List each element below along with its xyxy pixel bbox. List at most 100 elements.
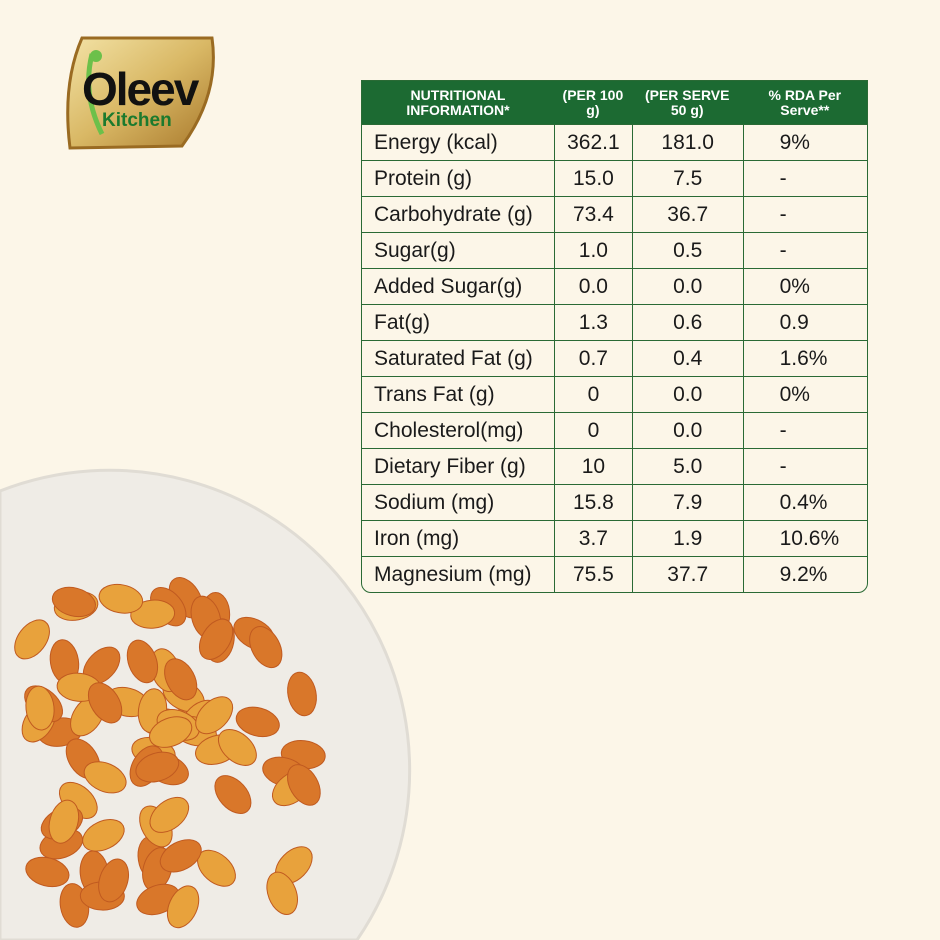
per-100g-value: 0	[554, 412, 632, 448]
table-row: Saturated Fat (g) 0.7 0.4 1.6%	[362, 340, 867, 376]
pasta-piece	[287, 764, 321, 806]
pasta-piece	[14, 619, 50, 660]
rda-value: 1.6%	[742, 340, 867, 376]
nutrient-name: Magnesium (mg)	[362, 556, 554, 592]
rda-value: 0.4%	[742, 484, 867, 520]
pasta-piece	[164, 658, 198, 701]
brand-name: Oleev	[82, 63, 199, 115]
nutrient-name: Dietary Fiber (g)	[362, 448, 554, 484]
pasta-piece	[214, 775, 252, 814]
per-100g-value: 0	[554, 376, 632, 412]
nutrient-name: Fat(g)	[362, 304, 554, 340]
pasta-piece	[126, 639, 159, 684]
per-100g-value: 1.3	[554, 304, 632, 340]
rda-value: -	[742, 412, 867, 448]
per-100g-value: 1.0	[554, 232, 632, 268]
pasta-piece	[87, 682, 123, 724]
table-header: NUTRITIONAL INFORMATION* (PER 100 g) (PE…	[362, 81, 867, 124]
header-nutritional-information: NUTRITIONAL INFORMATION*	[362, 81, 554, 124]
pasta-piece	[159, 839, 202, 873]
rda-value: 0%	[742, 376, 867, 412]
per-serve-value: 7.9	[631, 484, 743, 520]
pasta-piece	[217, 729, 257, 766]
per-serve-value: 1.9	[631, 520, 743, 556]
rda-value: 10.6%	[742, 520, 867, 556]
pasta-piece	[235, 706, 280, 738]
per-100g-value: 0.7	[554, 340, 632, 376]
pasta-piece	[83, 761, 127, 794]
per-100g-value: 10	[554, 448, 632, 484]
rda-value: 0%	[742, 268, 867, 304]
nutrient-name: Protein (g)	[362, 160, 554, 196]
per-serve-value: 7.5	[631, 160, 743, 196]
header-per-serve: (PER SERVE 50 g)	[631, 81, 743, 124]
pasta-piece	[82, 819, 125, 852]
per-serve-value: 5.0	[631, 448, 743, 484]
pasta-piece	[149, 716, 193, 748]
table-row: Dietary Fiber (g) 10 5.0-	[362, 448, 867, 484]
pasta-piece	[135, 751, 180, 783]
per-serve-value: 0.6	[631, 304, 743, 340]
pasta-piece	[249, 626, 283, 669]
per-serve-value: 0.0	[631, 412, 743, 448]
pasta-piece	[198, 618, 234, 660]
pasta-piece	[25, 856, 70, 888]
rda-value: 9.2%	[742, 556, 867, 592]
table-row: Magnesium (mg) 75.5 37.7 9.2%	[362, 556, 867, 592]
nutrient-name: Energy (kcal)	[362, 124, 554, 160]
pasta-piece	[166, 885, 200, 929]
rda-value: 0.9	[742, 304, 867, 340]
nutrient-name: Cholesterol(mg)	[362, 412, 554, 448]
pasta-piece	[98, 858, 130, 903]
table-row: Carbohydrate (g) 73.4 36.7-	[362, 196, 867, 232]
table-row: Fat(g) 1.3 0.6 0.9	[362, 304, 867, 340]
pasta-piece	[130, 599, 176, 629]
per-serve-value: 0.4	[631, 340, 743, 376]
per-serve-value: 37.7	[631, 556, 743, 592]
table-row: Protein (g) 15.0 7.5-	[362, 160, 867, 196]
rda-value: -	[742, 160, 867, 196]
nutrient-name: Sugar(g)	[362, 232, 554, 268]
nutrient-name: Carbohydrate (g)	[362, 196, 554, 232]
per-100g-value: 3.7	[554, 520, 632, 556]
pasta-piece	[287, 671, 317, 717]
per-100g-value: 15.8	[554, 484, 632, 520]
rda-value: 9%	[742, 124, 867, 160]
header-rda: % RDA Per Serve**	[742, 81, 867, 124]
header-per-100g: (PER 100 g)	[554, 81, 632, 124]
per-serve-value: 36.7	[631, 196, 743, 232]
nutrient-name: Trans Fat (g)	[362, 376, 554, 412]
per-100g-value: 362.1	[554, 124, 632, 160]
brand-logo: Oleev Kitchen	[62, 34, 220, 152]
pasta-piece	[195, 696, 234, 735]
rda-value: -	[742, 448, 867, 484]
rda-value: -	[742, 232, 867, 268]
pasta-piece	[48, 799, 80, 844]
table-row: Iron (mg) 3.7 1.9 10.6%	[362, 520, 867, 556]
per-serve-value: 0.0	[631, 268, 743, 304]
per-serve-value: 0.5	[631, 232, 743, 268]
pasta-piece	[266, 871, 298, 915]
rda-value: -	[742, 196, 867, 232]
table-row: Cholesterol(mg) 0 0.0-	[362, 412, 867, 448]
per-serve-value: 181.0	[631, 124, 743, 160]
nutrient-name: Sodium (mg)	[362, 484, 554, 520]
nutrient-name: Added Sugar(g)	[362, 268, 554, 304]
per-serve-value: 0.0	[631, 376, 743, 412]
pasta-piece	[51, 586, 96, 618]
per-100g-value: 75.5	[554, 556, 632, 592]
per-100g-value: 73.4	[554, 196, 632, 232]
table-row: Sugar(g) 1.0 0.5-	[362, 232, 867, 268]
pasta-piece	[25, 685, 55, 731]
per-100g-value: 15.0	[554, 160, 632, 196]
table-row: Added Sugar(g) 0.0 0.0 0%	[362, 268, 867, 304]
nutrient-name: Saturated Fat (g)	[362, 340, 554, 376]
nutrient-name: Iron (mg)	[362, 520, 554, 556]
table-row: Sodium (mg) 15.8 7.9 0.4%	[362, 484, 867, 520]
nutrition-table: NUTRITIONAL INFORMATION* (PER 100 g) (PE…	[361, 80, 868, 593]
pasta-piece	[98, 583, 144, 614]
pasta-piece	[149, 796, 190, 833]
table-row: Trans Fat (g) 0 0.0 0%	[362, 376, 867, 412]
brand-subname: Kitchen	[102, 110, 172, 131]
